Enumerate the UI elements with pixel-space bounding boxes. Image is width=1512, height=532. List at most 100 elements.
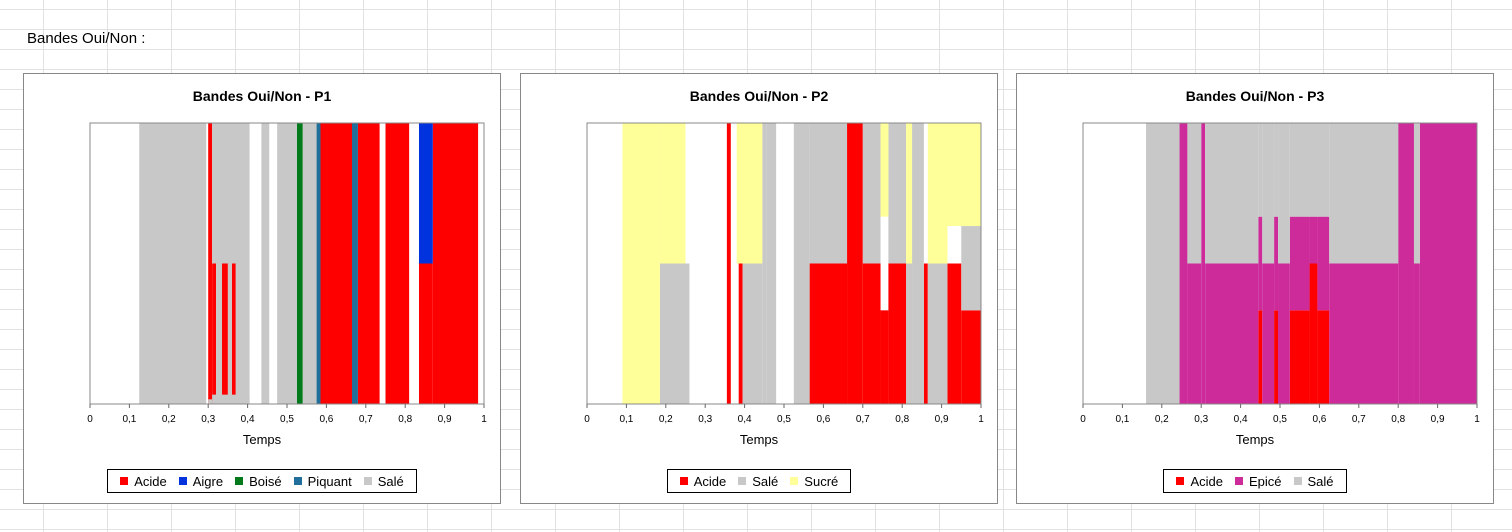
- band-salé: [302, 123, 317, 404]
- x-tick-label: 0,3: [1194, 414, 1208, 425]
- band-salé: [1146, 123, 1180, 404]
- legend-label: Piquant: [307, 473, 352, 489]
- x-tick-label: 0,1: [619, 414, 633, 425]
- band-acide: [231, 263, 236, 404]
- band-sucré: [947, 123, 981, 227]
- x-tick-label: 1: [1474, 414, 1480, 425]
- legend-item-salé[interactable]: Salé: [738, 474, 778, 489]
- band-epicé: [1278, 263, 1290, 404]
- band-acide: [418, 263, 433, 404]
- x-tick-label: 0,8: [895, 414, 909, 425]
- x-tick-label: 0,5: [1273, 414, 1287, 425]
- band-salé: [227, 263, 232, 404]
- band-salé: [809, 123, 848, 264]
- legend-swatch: [738, 477, 747, 485]
- legend-swatch: [1176, 477, 1185, 485]
- band-epicé: [1262, 263, 1275, 404]
- band-salé: [912, 123, 924, 404]
- x-tick-label: 0,7: [856, 414, 870, 425]
- band-piquant: [352, 123, 358, 404]
- band-epicé: [1309, 216, 1318, 264]
- band-salé: [1274, 123, 1279, 217]
- band-acide: [357, 123, 380, 404]
- plot-area: 0 0,1 0,2 0,3 0,4 0,5 0,6 0,7 0,8 0,9 1: [584, 122, 984, 425]
- band-salé: [888, 123, 907, 264]
- x-tick-label: 0: [1080, 414, 1086, 425]
- band-sucré: [736, 123, 763, 264]
- legend[interactable]: Acide Aigre Boisé Piquant Salé: [107, 469, 417, 493]
- x-tick-label: 0,6: [1312, 414, 1326, 425]
- band-epicé: [1179, 123, 1188, 404]
- band-epicé: [1205, 263, 1259, 404]
- x-tick-label: 0: [87, 414, 93, 425]
- x-tick-label: 0,9: [438, 414, 452, 425]
- band-epicé: [1317, 216, 1330, 311]
- chart-p2[interactable]: Bandes Oui/Non - P2 0 0,1 0,2 0,3 0,4 0,5 0,6 0…: [520, 73, 998, 504]
- band-boisé: [296, 123, 303, 404]
- x-tick-label: 0,3: [201, 414, 215, 425]
- x-tick-label: 0,6: [319, 414, 333, 425]
- band-aigre: [418, 123, 433, 264]
- legend-item-acide[interactable]: Acide: [1176, 474, 1223, 489]
- legend-item-acide[interactable]: Acide: [120, 474, 167, 489]
- band-salé: [927, 263, 948, 404]
- band-salé: [659, 263, 690, 404]
- legend-swatch: [293, 477, 302, 485]
- x-axis-label: Temps: [1235, 432, 1275, 447]
- x-tick-label: 0: [584, 414, 590, 425]
- band-epicé: [1258, 216, 1263, 311]
- band-sucré: [906, 123, 913, 264]
- chart-p1[interactable]: Bandes Oui/Non - P1 0 0,1 0,2 0,3 0,4 0,5 0,6 0…: [23, 73, 501, 504]
- band-acide: [385, 123, 410, 404]
- x-tick-label: 0,4: [738, 414, 752, 425]
- legend-item-salé[interactable]: Salé: [363, 474, 404, 489]
- sheet-label: Bandes Oui/Non :: [27, 30, 146, 47]
- x-tick-label: 0,4: [241, 414, 255, 425]
- legend[interactable]: Acide Salé Sucré: [666, 469, 852, 493]
- x-tick-label: 0,6: [816, 414, 830, 425]
- legend-swatch: [1293, 477, 1302, 485]
- band-acide: [923, 263, 928, 404]
- band-salé: [762, 123, 767, 404]
- x-axis-label: Temps: [739, 432, 779, 447]
- legend-label: Salé: [752, 473, 779, 489]
- band-salé: [1289, 123, 1330, 217]
- legend[interactable]: Acide Epicé Salé: [1163, 469, 1347, 493]
- legend-item-aigre[interactable]: Aigre: [178, 474, 223, 489]
- band-salé: [961, 226, 981, 311]
- chart-p3[interactable]: Bandes Oui/Non - P3 0 0,1 0,2 0,3 0,4 0,5 0,6 0…: [1016, 73, 1494, 504]
- band-acide: [726, 123, 731, 404]
- legend-item-acide[interactable]: Acide: [679, 473, 727, 489]
- legend-label: Boisé: [249, 473, 282, 489]
- band-sucré: [659, 123, 686, 264]
- legend-swatch: [363, 477, 372, 485]
- band-acide: [208, 123, 213, 404]
- band-salé: [212, 123, 250, 264]
- legend-label: Salé: [1307, 473, 1334, 489]
- band-salé: [793, 123, 810, 404]
- band-acide: [738, 263, 743, 404]
- chart-title: Bandes Oui/Non - P2: [689, 88, 829, 104]
- legend-item-piquant[interactable]: Piquant: [293, 473, 352, 489]
- legend-item-epicé[interactable]: Epicé: [1234, 473, 1282, 489]
- band-acide: [1317, 310, 1330, 404]
- band-epicé: [1419, 123, 1477, 404]
- band-sucré: [622, 123, 660, 404]
- band-acide: [947, 263, 962, 404]
- legend-item-sucré[interactable]: Sucré: [790, 474, 838, 489]
- legend-swatch: [235, 477, 244, 485]
- plot-area: 0 0,1 0,2 0,3 0,4 0,5 0,6 0,7 0,8 0,9 1: [87, 122, 487, 425]
- band-epicé: [1413, 263, 1420, 404]
- legend-item-boisé[interactable]: Boisé: [235, 474, 282, 489]
- legend-label: Epicé: [1248, 473, 1282, 489]
- chart-title: Bandes Oui/Non - P3: [1185, 88, 1325, 104]
- band-acide: [862, 263, 881, 404]
- band-acide: [212, 263, 217, 404]
- band-acide: [847, 123, 863, 404]
- band-acide: [1309, 263, 1318, 404]
- legend-item-salé[interactable]: Salé: [1293, 473, 1334, 489]
- legend-label: Acide: [693, 473, 727, 489]
- band-sucré: [927, 123, 948, 264]
- legend-swatch: [1234, 477, 1243, 485]
- band-salé: [139, 123, 207, 404]
